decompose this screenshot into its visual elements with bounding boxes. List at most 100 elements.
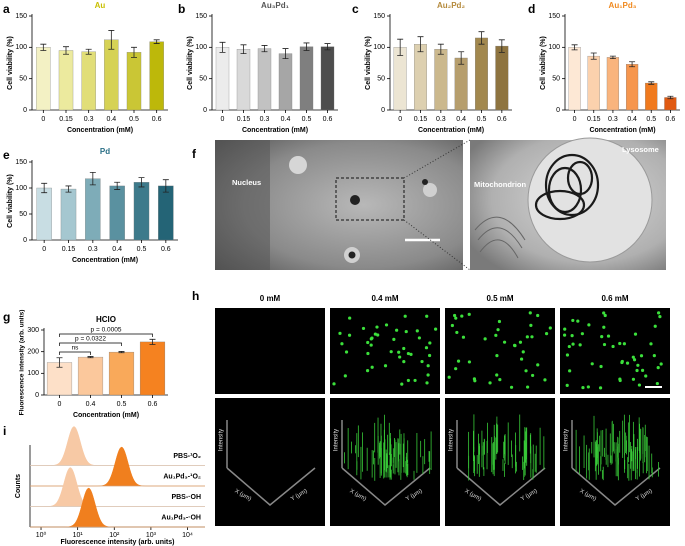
bar [568,47,581,111]
annotation: ns [72,345,80,352]
error-bar [108,30,115,50]
y-tick-label: 0 [203,107,207,114]
cell-signal [640,368,645,372]
y-axis-label: Cell viability (%) [7,174,14,228]
y-tick-label: 0 [381,107,385,114]
cell-signal [428,341,432,345]
error-bar [437,43,444,55]
bar [475,37,488,111]
legend-label: PBS-·OH [171,494,201,501]
cell-signal [383,364,388,368]
cell-signal [370,365,374,369]
panel-letter: a [3,2,10,16]
error-bar [458,51,465,65]
panel-letter: e [3,148,10,162]
cell-signal [425,314,429,318]
cell-signal [369,337,373,341]
x-tick-label: 0.5 [477,116,487,123]
bar [60,188,77,241]
cell-signal [404,329,408,334]
bar [133,182,150,241]
cell-signal [655,381,659,386]
surface-plot [215,398,325,526]
particle-aggregate [534,153,600,221]
plot-axes [456,420,546,506]
cell-signal [417,336,421,340]
y-axis-label: Cell viability (%) [365,36,372,90]
x-tick-label: 0.5 [302,116,312,123]
error-bar [162,179,169,193]
cell-signal [602,311,606,315]
micro-label: Nucleus [232,178,261,187]
y-tick-label: 100 [15,185,27,192]
error-bar [40,43,47,51]
x-tick-label: 0 [42,246,46,253]
x-tick-label: 0.4 [281,116,291,123]
significance-bracket [59,351,91,355]
cell-signal [602,342,607,347]
y-tick-label: 0 [556,107,560,114]
cell-signal [644,374,648,378]
error-bar [590,52,597,60]
cell-signal [519,357,524,361]
micro-label: Lysosome [622,145,659,154]
cell-signal [406,378,410,383]
error-bar [65,185,72,193]
y-tick-label: 100 [27,370,39,377]
error-bar [478,31,485,45]
bar [587,55,600,111]
x-tick-label: 0.15 [62,246,76,253]
cell-signal [389,350,393,354]
cell-signal [631,377,636,381]
y-tick-label: 0 [35,392,39,399]
cell-signal [467,360,472,364]
cell-signal [447,375,451,379]
y-tick-label: 300 [27,327,39,334]
x-tick-label: 0.15 [59,116,73,123]
micro-label: Mitochondrion [474,180,526,189]
x-tick-label: 0.3 [88,246,98,253]
cell-signal [426,364,430,368]
y-tick-label: 50 [19,76,27,83]
x-axis-label: Concentration (mM) [589,127,655,134]
y-axis-label: Counts [15,474,22,498]
error-bar [282,48,289,60]
error-bar [397,38,404,56]
significance-bracket [59,342,122,346]
cell-signal [332,382,336,386]
cell-signal [392,337,396,341]
cell-signal [637,383,642,387]
bar [454,57,468,111]
y-tick-label: 150 [195,13,207,20]
cell-signal [659,362,663,366]
y-tick-label: 100 [15,44,27,51]
x-tick-label: 0.3 [260,116,270,123]
y-axis-label: Cell viability (%) [540,36,547,90]
particle [350,195,360,205]
bar [104,39,119,111]
x-tick-label: 0.4 [456,116,466,123]
error-bar [240,44,247,54]
plot-axes [226,420,316,506]
cell-signal [397,350,401,354]
cell-signal [512,343,517,347]
cell-signal [420,359,424,364]
x-tick-label: 0.6 [497,116,507,123]
x-axis-label: Fluorescence intensity (arb. units) [61,539,175,546]
chart-title: Pd [100,147,110,156]
cell-signal [565,383,569,387]
x-tick-label: 0.4 [106,116,116,123]
bar [320,46,335,111]
bar [495,45,509,111]
cell-signal [620,359,624,364]
error-bar [56,357,63,368]
x-tick-label: 0.5 [646,116,656,123]
cell-signal [587,323,591,327]
error-bar [417,36,424,53]
error-bar [261,45,268,53]
x-tick-label: 0.15 [587,116,601,123]
chart-title: Au₁Pd₃ [609,1,637,10]
cell-signal [497,319,502,324]
cell-signal [369,343,373,347]
